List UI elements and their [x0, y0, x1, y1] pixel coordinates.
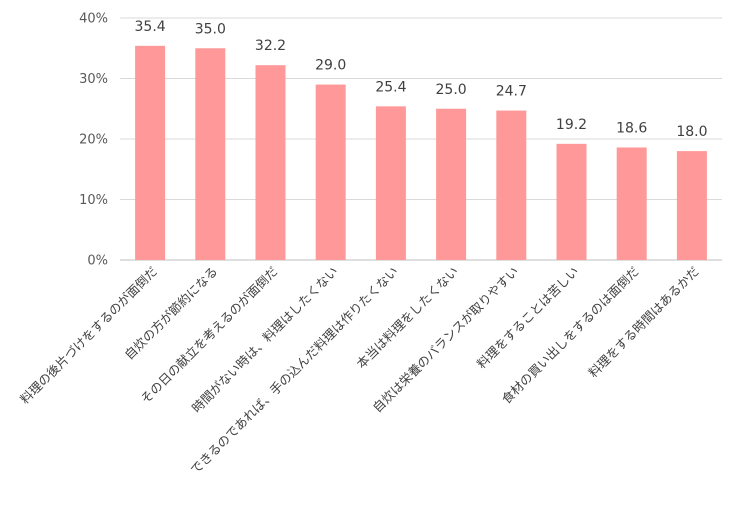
- bar: [616, 147, 647, 260]
- data-label: 25.4: [375, 79, 406, 95]
- bar: [375, 106, 406, 260]
- data-label: 32.2: [255, 38, 286, 54]
- data-label: 35.0: [195, 21, 226, 37]
- data-label: 35.4: [135, 19, 166, 35]
- y-tick-label: 40%: [79, 12, 108, 27]
- bar: [315, 84, 346, 260]
- y-tick-label: 30%: [79, 72, 108, 87]
- y-tick-label: 0%: [87, 254, 108, 269]
- bar: [195, 48, 226, 260]
- y-tick-label: 20%: [79, 133, 108, 148]
- data-label: 24.7: [496, 84, 527, 100]
- bar: [135, 45, 166, 260]
- bar: [496, 110, 527, 260]
- x-axis-category-labels: 料理の後片づけをするのが面倒だ自炊の方が節約になるその日の献立を考えるのが面倒だ…: [17, 264, 702, 478]
- data-label: 19.2: [556, 117, 587, 133]
- category-label: 料理をすることは苦しい: [474, 264, 582, 372]
- bar: [436, 108, 467, 260]
- data-labels: 35.4 35.0 32.2 29.0 25.4 25.0 24.7 19.2 18.6 18.0: [135, 19, 708, 140]
- bars: [135, 45, 707, 260]
- y-tick-label: 10%: [79, 193, 108, 208]
- bar: [676, 151, 707, 260]
- bar: [556, 143, 587, 260]
- bar: [255, 65, 286, 260]
- data-label: 18.0: [676, 124, 707, 140]
- data-label: 18.6: [616, 120, 647, 136]
- y-axis-tick-labels: 0% 10% 20% 30% 40%: [79, 12, 108, 269]
- category-label: 本当は料理をしたくない: [353, 264, 461, 372]
- data-label: 25.0: [436, 82, 467, 98]
- category-label: できるのであれば、手の込んだ料理は作りたくない: [187, 264, 401, 478]
- data-label: 29.0: [315, 58, 346, 74]
- category-label: 料理をする時間はあるかだ: [585, 264, 702, 381]
